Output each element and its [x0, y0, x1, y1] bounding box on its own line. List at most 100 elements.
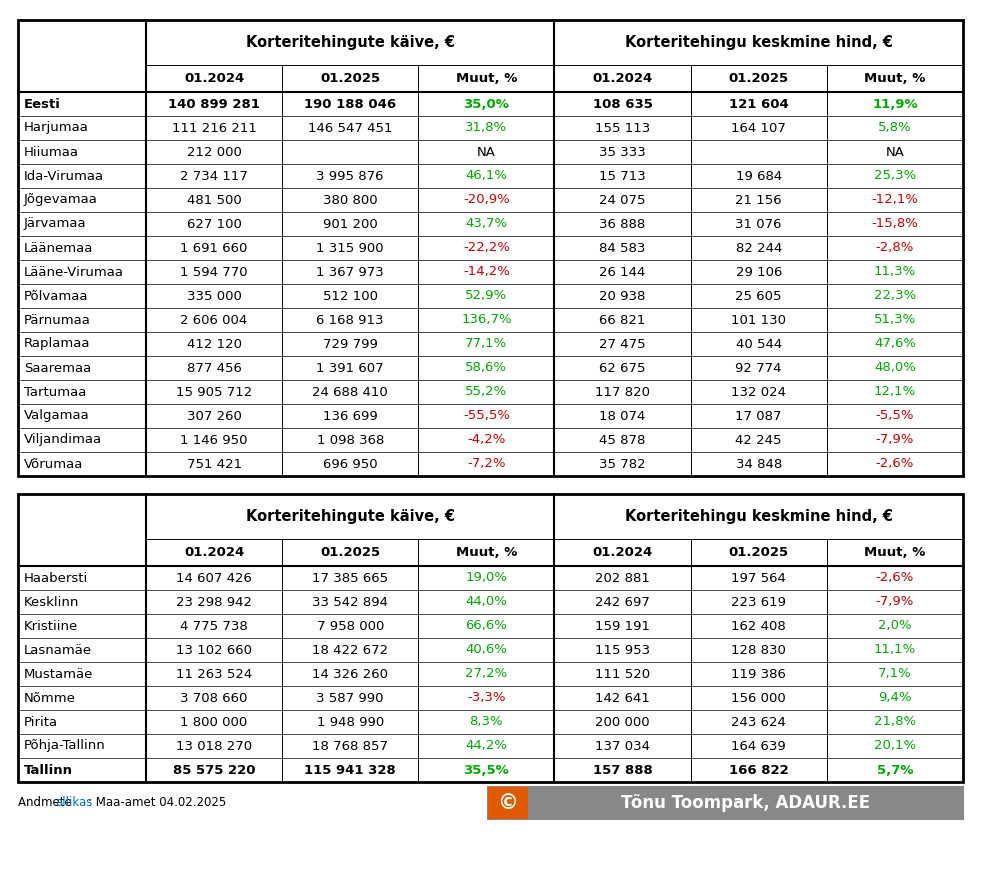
Text: 11,3%: 11,3% — [874, 265, 916, 278]
Text: 77,1%: 77,1% — [465, 338, 508, 351]
Text: -55,5%: -55,5% — [463, 410, 510, 423]
Text: Võrumaa: Võrumaa — [24, 458, 83, 471]
Text: Korteritehingute käive, €: Korteritehingute käive, € — [246, 509, 455, 524]
Bar — [18, 494, 963, 782]
Text: 66,6%: 66,6% — [465, 620, 508, 633]
Text: 58,6%: 58,6% — [465, 361, 508, 374]
Text: 751 421: 751 421 — [187, 458, 242, 471]
Text: -22,2%: -22,2% — [463, 242, 510, 255]
Text: 9,4%: 9,4% — [878, 691, 911, 704]
Text: -2,8%: -2,8% — [876, 242, 914, 255]
Text: 27,2%: 27,2% — [465, 668, 508, 681]
Text: 15 713: 15 713 — [599, 170, 646, 183]
Text: 35 333: 35 333 — [599, 145, 646, 158]
Text: 21,8%: 21,8% — [874, 716, 916, 729]
Text: 36 888: 36 888 — [599, 218, 646, 230]
Text: 142 641: 142 641 — [595, 691, 650, 704]
Text: 481 500: 481 500 — [187, 193, 242, 206]
Text: 18 074: 18 074 — [599, 410, 646, 423]
Text: 1 146 950: 1 146 950 — [181, 433, 247, 446]
Text: 200 000: 200 000 — [595, 716, 650, 729]
Text: 4 775 738: 4 775 738 — [181, 620, 248, 633]
Text: 1 315 900: 1 315 900 — [316, 242, 384, 255]
Bar — [18, 20, 963, 476]
Text: Muut, %: Muut, % — [456, 72, 518, 85]
Text: 1 391 607: 1 391 607 — [316, 361, 384, 374]
Text: 19,0%: 19,0% — [465, 571, 508, 584]
Text: NA: NA — [886, 145, 904, 158]
Text: 29 106: 29 106 — [736, 265, 782, 278]
Text: Järvamaa: Järvamaa — [24, 218, 86, 230]
Text: -5,5%: -5,5% — [876, 410, 914, 423]
Text: ©: © — [498, 793, 518, 813]
Text: 47,6%: 47,6% — [874, 338, 916, 351]
Text: 40 544: 40 544 — [736, 338, 782, 351]
Text: 136 699: 136 699 — [323, 410, 378, 423]
Text: -7,9%: -7,9% — [876, 433, 914, 446]
Text: 18 768 857: 18 768 857 — [312, 739, 388, 752]
Text: 62 675: 62 675 — [599, 361, 646, 374]
Text: 82 244: 82 244 — [736, 242, 782, 255]
Text: 5,8%: 5,8% — [878, 122, 911, 135]
Text: 27 475: 27 475 — [599, 338, 646, 351]
Text: 512 100: 512 100 — [323, 290, 378, 303]
Text: 18 422 672: 18 422 672 — [312, 643, 388, 656]
Text: -2,6%: -2,6% — [876, 458, 914, 471]
Text: 166 822: 166 822 — [729, 764, 789, 776]
Text: 1 367 973: 1 367 973 — [316, 265, 384, 278]
Text: 12,1%: 12,1% — [874, 386, 916, 398]
Text: Tõnu Toompark, ADAUR.EE: Tõnu Toompark, ADAUR.EE — [621, 794, 870, 812]
Text: 5,7%: 5,7% — [877, 764, 913, 776]
Text: 121 604: 121 604 — [729, 97, 789, 110]
Text: 111 520: 111 520 — [595, 668, 650, 681]
Text: 3 995 876: 3 995 876 — [316, 170, 384, 183]
Text: 48,0%: 48,0% — [874, 361, 916, 374]
Text: Saaremaa: Saaremaa — [24, 361, 91, 374]
Text: 14 326 260: 14 326 260 — [312, 668, 388, 681]
Text: 3 587 990: 3 587 990 — [316, 691, 384, 704]
Text: 84 583: 84 583 — [599, 242, 646, 255]
Bar — [488, 787, 963, 819]
Text: 877 456: 877 456 — [187, 361, 242, 374]
Text: 202 881: 202 881 — [595, 571, 650, 584]
Text: Põhja-Tallinn: Põhja-Tallinn — [24, 739, 106, 752]
Text: -3,3%: -3,3% — [467, 691, 506, 704]
Text: 140 899 281: 140 899 281 — [168, 97, 260, 110]
Text: Muut, %: Muut, % — [864, 546, 926, 559]
Text: 25 605: 25 605 — [736, 290, 782, 303]
Text: 01.2024: 01.2024 — [184, 546, 245, 559]
Text: 1 594 770: 1 594 770 — [181, 265, 247, 278]
Text: 101 130: 101 130 — [732, 313, 787, 326]
Text: 197 564: 197 564 — [732, 571, 787, 584]
Text: 155 113: 155 113 — [595, 122, 650, 135]
Text: 6 168 913: 6 168 913 — [316, 313, 384, 326]
Text: 2,0%: 2,0% — [878, 620, 911, 633]
Text: 2 734 117: 2 734 117 — [180, 170, 248, 183]
Text: Läänemaa: Läänemaa — [24, 242, 93, 255]
Text: 01.2025: 01.2025 — [320, 546, 380, 559]
Text: -7,2%: -7,2% — [467, 458, 506, 471]
Text: 117 820: 117 820 — [595, 386, 650, 398]
Text: 17 087: 17 087 — [736, 410, 782, 423]
Text: Tallinn: Tallinn — [24, 764, 73, 776]
Text: 119 386: 119 386 — [732, 668, 787, 681]
Text: Haabersti: Haabersti — [24, 571, 88, 584]
Text: 01.2024: 01.2024 — [592, 72, 653, 85]
Text: 52,9%: 52,9% — [465, 290, 508, 303]
Text: 2 606 004: 2 606 004 — [181, 313, 247, 326]
Text: Hiiumaa: Hiiumaa — [24, 145, 79, 158]
Text: 11,1%: 11,1% — [874, 643, 916, 656]
Text: 1 948 990: 1 948 990 — [316, 716, 384, 729]
Text: Jõgevamaa: Jõgevamaa — [24, 193, 98, 206]
Text: 26 144: 26 144 — [599, 265, 646, 278]
Text: 43,7%: 43,7% — [465, 218, 508, 230]
Text: 729 799: 729 799 — [323, 338, 378, 351]
Text: 128 830: 128 830 — [732, 643, 787, 656]
Text: 35,0%: 35,0% — [464, 97, 510, 110]
Text: NA: NA — [477, 145, 496, 158]
Text: 627 100: 627 100 — [187, 218, 242, 230]
Text: 46,1%: 46,1% — [465, 170, 508, 183]
Text: 35,5%: 35,5% — [464, 764, 510, 776]
Text: 307 260: 307 260 — [187, 410, 242, 423]
Text: Pärnumaa: Pärnumaa — [24, 313, 91, 326]
